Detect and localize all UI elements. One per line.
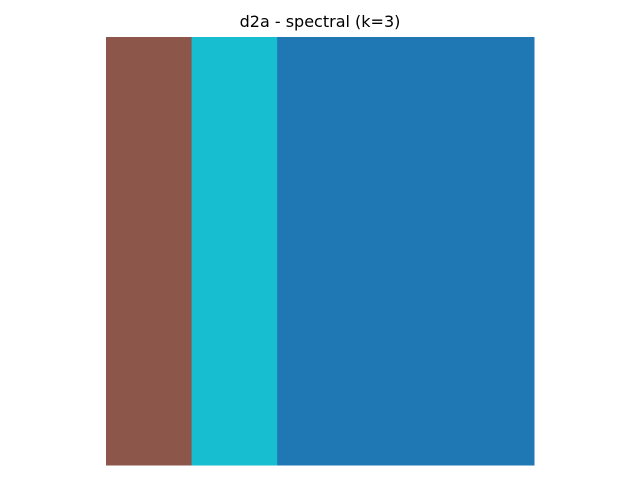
- heatmap-cell: [448, 37, 535, 466]
- heatmap-cell: [362, 37, 449, 466]
- heatmap-cell: [277, 37, 364, 466]
- heatmap-cell: [106, 37, 193, 466]
- chart-title: d2a - spectral (k=3): [239, 12, 401, 31]
- heatmap-cell: [191, 37, 278, 466]
